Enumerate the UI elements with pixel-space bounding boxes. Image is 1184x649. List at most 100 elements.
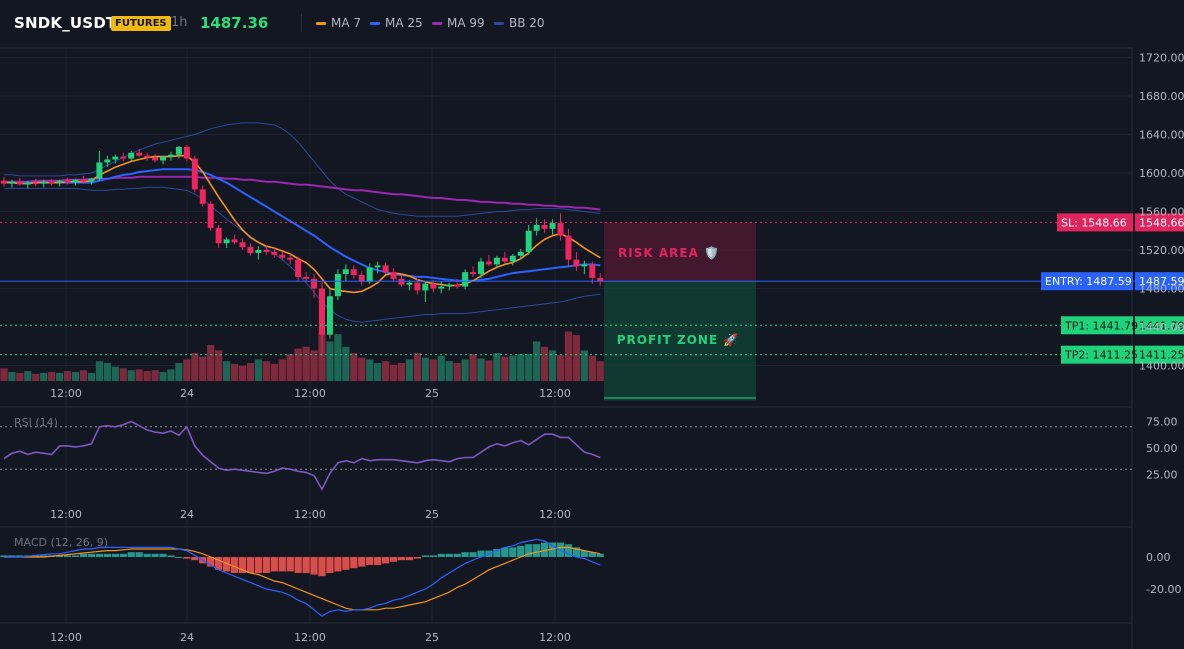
macd-histogram-bar bbox=[413, 557, 421, 559]
ma25-line bbox=[4, 168, 601, 282]
candle-body bbox=[48, 181, 55, 184]
volume-bar bbox=[334, 334, 342, 381]
rsi-tick-label: 50.00 bbox=[1146, 442, 1178, 455]
candle-body bbox=[565, 235, 572, 260]
macd-histogram-bar bbox=[453, 553, 461, 557]
time-tick-label: 12:00 bbox=[50, 508, 82, 521]
rsi-tick-label: 75.00 bbox=[1146, 416, 1178, 429]
volume-bar bbox=[366, 359, 374, 381]
volume-bar bbox=[533, 341, 541, 381]
macd-histogram-bar bbox=[167, 555, 175, 557]
macd-histogram-bar bbox=[421, 555, 429, 557]
macd-histogram-bar bbox=[564, 544, 573, 557]
candle-body bbox=[382, 265, 389, 273]
candle-body bbox=[120, 156, 127, 159]
volume-bar bbox=[461, 359, 469, 381]
volume-bar bbox=[159, 372, 167, 381]
macd-histogram-bar bbox=[501, 547, 509, 557]
time-tick-label: 24 bbox=[180, 387, 194, 400]
rsi-tick-label: 25.00 bbox=[1146, 469, 1178, 482]
futures-badge: FUTURES bbox=[111, 16, 171, 31]
volume-bar bbox=[111, 366, 119, 381]
time-tick-label: 12:00 bbox=[539, 387, 571, 400]
legend-ma25[interactable]: MA 25 bbox=[370, 16, 423, 30]
volume-bar bbox=[79, 370, 88, 381]
macd-histogram-bar bbox=[191, 557, 199, 561]
take-profit-2-tag-label: TP2: 1411.25 bbox=[1064, 349, 1138, 362]
candle-body bbox=[287, 257, 294, 260]
entry-tag bbox=[1041, 272, 1133, 291]
macd-histogram-bar bbox=[302, 557, 310, 573]
stop-loss-axis-tag bbox=[1135, 213, 1184, 232]
candle-body bbox=[40, 181, 47, 184]
volume-bar bbox=[318, 332, 326, 381]
candle-body bbox=[223, 239, 230, 244]
volume-bar bbox=[40, 372, 48, 381]
macd-histogram-bar bbox=[246, 557, 255, 573]
macd-line bbox=[4, 538, 601, 617]
candle-body bbox=[493, 257, 500, 265]
volume-bar bbox=[374, 363, 382, 381]
macd-histogram-bar bbox=[533, 544, 541, 557]
take-profit-1-tag-label: TP1: 1441.79 bbox=[1064, 319, 1138, 332]
legend-ma7[interactable]: MA 7 bbox=[316, 16, 361, 30]
timeframe-label[interactable]: 1h bbox=[171, 15, 188, 30]
macd-histogram-bar bbox=[87, 553, 96, 557]
volume-bar bbox=[191, 353, 199, 381]
macd-histogram-bar bbox=[127, 552, 135, 557]
candle-body bbox=[326, 296, 333, 335]
symbol-label[interactable]: SNDK_USDT bbox=[14, 14, 117, 32]
macd-histogram-bar bbox=[310, 557, 318, 575]
volume-bar bbox=[238, 365, 247, 381]
macd-histogram-bar bbox=[8, 555, 16, 557]
legend-bb20-label: BB 20 bbox=[509, 16, 545, 30]
candle-body bbox=[80, 179, 87, 182]
candle-body bbox=[390, 272, 397, 279]
volume-bars bbox=[0, 331, 604, 381]
trade-zones bbox=[604, 222, 756, 401]
candle-body bbox=[446, 284, 453, 287]
candle-body bbox=[501, 257, 508, 262]
candle-body bbox=[199, 189, 206, 204]
candle-body bbox=[398, 278, 405, 285]
volume-bar bbox=[572, 335, 580, 381]
candle-body bbox=[16, 181, 23, 185]
volume-bar bbox=[230, 363, 239, 381]
macd-histogram-bar bbox=[230, 557, 239, 573]
candle-body bbox=[88, 178, 95, 182]
price-tick-label: 1440.00 bbox=[1139, 321, 1184, 334]
price-tick-label: 1680.00 bbox=[1139, 90, 1184, 103]
volume-bar bbox=[580, 350, 588, 381]
candle-body bbox=[541, 224, 548, 229]
candle-body bbox=[255, 250, 262, 253]
volume-bar bbox=[525, 354, 533, 381]
legend-bb20[interactable]: BB 20 bbox=[494, 16, 545, 30]
volume-bar bbox=[151, 370, 159, 381]
macd-histogram-bar bbox=[32, 555, 40, 557]
legend-ma7-label: MA 7 bbox=[331, 16, 362, 30]
bb-upper-line bbox=[4, 122, 601, 217]
ma7-line bbox=[4, 154, 601, 294]
macd-signal-line bbox=[4, 546, 601, 611]
volume-bar bbox=[199, 356, 207, 381]
volume-bar bbox=[389, 364, 398, 381]
volume-bar bbox=[103, 363, 111, 381]
volume-bar bbox=[453, 363, 461, 381]
legend-ma99[interactable]: MA 99 bbox=[432, 16, 485, 30]
volume-bar bbox=[477, 358, 485, 381]
macd-histogram-bar bbox=[445, 553, 453, 557]
candle-body bbox=[167, 154, 174, 157]
macd-histogram-bar bbox=[175, 557, 183, 558]
volume-bar bbox=[445, 361, 453, 381]
candle-body bbox=[430, 283, 437, 289]
volume-bar bbox=[119, 368, 127, 381]
entry-axis-tag bbox=[1135, 272, 1184, 291]
macd-histogram-bar bbox=[135, 552, 143, 557]
volume-bar bbox=[0, 368, 8, 381]
candle-body bbox=[358, 275, 365, 282]
candle-body bbox=[549, 223, 556, 229]
macd-histogram-bar bbox=[16, 555, 24, 557]
candle-body bbox=[319, 288, 325, 335]
candle-body bbox=[589, 264, 596, 278]
